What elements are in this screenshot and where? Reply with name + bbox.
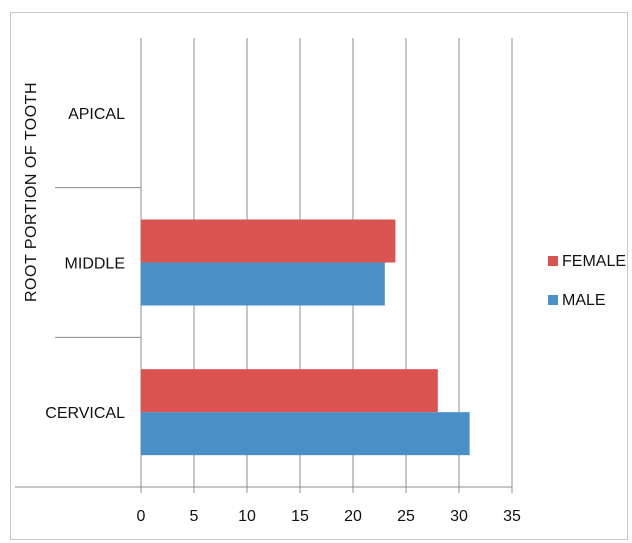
x-tick-label-15: 15 <box>291 508 309 525</box>
x-tick-label-35: 35 <box>503 508 521 525</box>
y-axis-title: ROOT PORTION OF TOOTH <box>23 82 40 302</box>
x-tick-label-25: 25 <box>397 508 415 525</box>
legend-label-female: FEMALE <box>562 253 626 270</box>
category-label-apical: APICAL <box>68 106 125 123</box>
x-tick-label-30: 30 <box>450 508 468 525</box>
category-labels: CERVICAL MIDDLE APICAL <box>45 106 125 422</box>
bar-female-cervical <box>141 369 438 413</box>
legend-swatch-female <box>548 256 558 266</box>
x-tick-label-20: 20 <box>344 508 362 525</box>
category-label-cervical: CERVICAL <box>45 405 125 422</box>
bar-female-middle <box>141 219 396 263</box>
x-tick-label-0: 0 <box>137 508 146 525</box>
legend-swatch-male <box>548 295 558 305</box>
x-tick-label-10: 10 <box>238 508 256 525</box>
bars <box>141 219 470 456</box>
bar-male-middle <box>141 262 385 306</box>
x-tick-label-5: 5 <box>190 508 199 525</box>
x-tick-labels: 0 5 10 15 20 25 30 35 <box>137 508 521 525</box>
legend: FEMALE MALE <box>548 253 626 309</box>
category-label-middle: MIDDLE <box>65 256 125 273</box>
legend-label-male: MALE <box>562 292 606 309</box>
bar-male-cervical <box>141 412 470 456</box>
